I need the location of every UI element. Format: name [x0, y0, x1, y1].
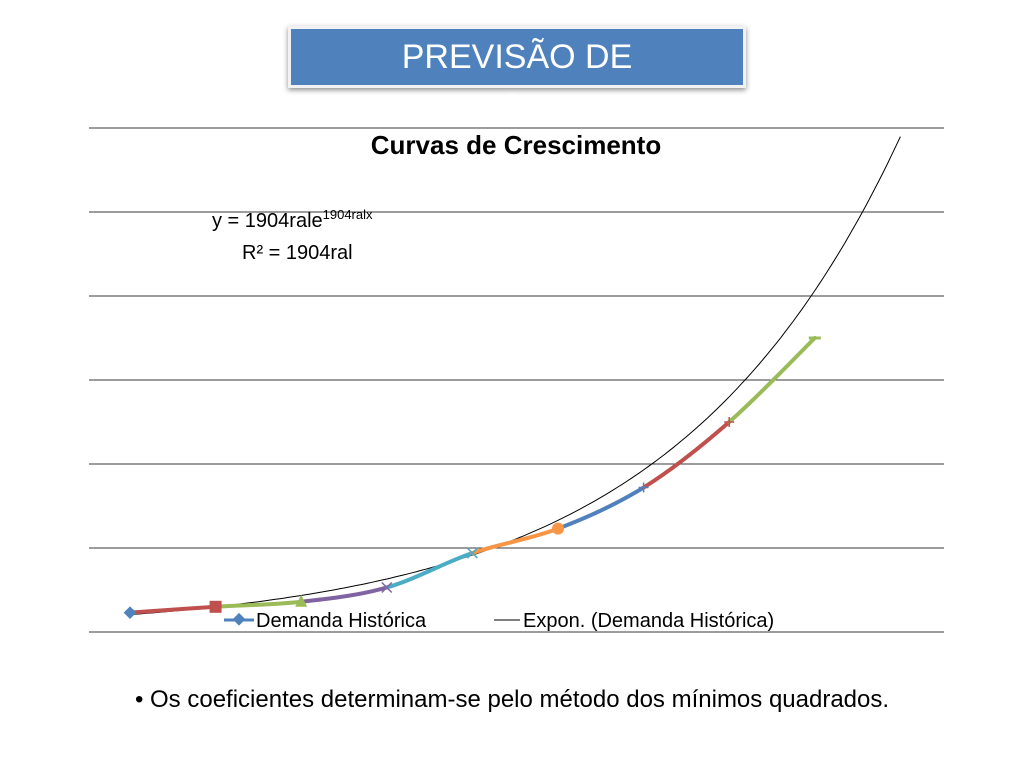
equation-prefix: y = 1904rale — [212, 210, 323, 232]
series-segment — [213, 599, 304, 609]
data-point — [295, 594, 308, 607]
series-segment — [641, 420, 732, 490]
trendline-equation: y = 1904rale1904ralx — [212, 207, 373, 232]
slide-title: PREVISÃO DE TENDÊNCIAS — [288, 26, 746, 132]
gridlines — [89, 127, 944, 633]
chart-title: Curvas de Crescimento — [371, 130, 661, 160]
series-demanda-historica — [128, 336, 817, 615]
series-segment — [128, 604, 218, 615]
data-point — [466, 547, 478, 559]
data-point — [552, 522, 564, 535]
data-point — [638, 482, 649, 493]
series-segment — [470, 526, 560, 556]
legend: Demanda Histórica Expon. (Demanda Histór… — [224, 610, 774, 632]
series-segment — [299, 585, 389, 604]
series-segment — [727, 336, 817, 424]
legend-trend-label: Expon. (Demanda Histórica) — [523, 610, 774, 632]
series-segment — [556, 485, 646, 531]
bullet-caption: • Os coeficientes determinam-se pelo mét… — [134, 686, 890, 713]
r-squared-label: R² = 1904ral — [242, 242, 353, 264]
equation-exponent: 1904ralx — [323, 207, 373, 222]
data-point — [209, 600, 222, 613]
data-point — [724, 417, 735, 427]
data-point — [381, 581, 393, 594]
growth-chart: Curvas de Crescimento y = 1904rale1904ra… — [89, 127, 944, 633]
series-segment — [384, 551, 475, 590]
legend-series-marker — [232, 612, 246, 626]
data-markers — [123, 336, 821, 620]
data-point — [123, 606, 137, 620]
legend-series-label: Demanda Histórica — [256, 610, 427, 632]
